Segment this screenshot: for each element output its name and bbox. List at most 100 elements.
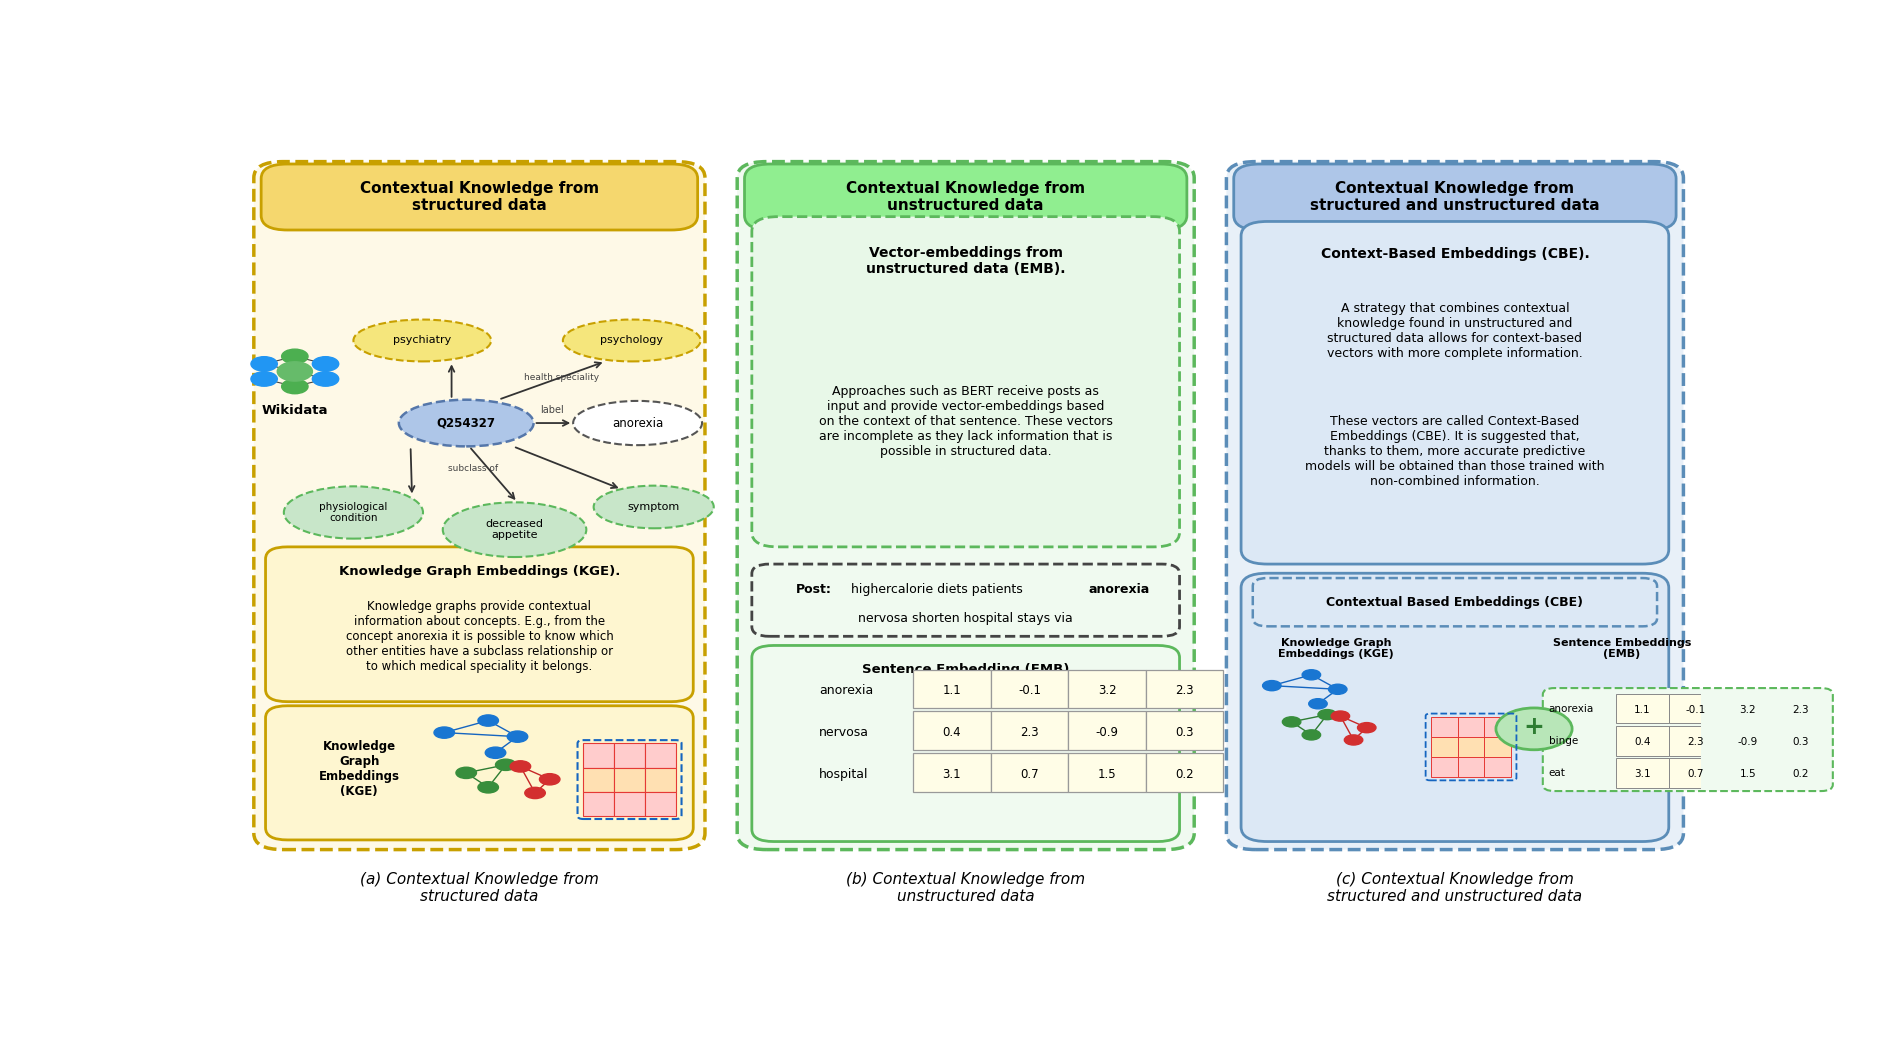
Bar xyxy=(1145,670,1222,709)
Text: 1.5: 1.5 xyxy=(1738,769,1755,780)
Circle shape xyxy=(455,767,476,779)
Text: decreased
appetite: decreased appetite xyxy=(485,519,544,540)
Text: 2.3: 2.3 xyxy=(1687,737,1702,747)
Text: psychiatry: psychiatry xyxy=(393,335,451,346)
Circle shape xyxy=(281,379,308,394)
Bar xyxy=(912,712,990,750)
Bar xyxy=(1483,757,1509,777)
Text: Knowledge
Graph
Embeddings
(KGE): Knowledge Graph Embeddings (KGE) xyxy=(319,740,400,797)
Circle shape xyxy=(1343,735,1362,745)
FancyBboxPatch shape xyxy=(744,164,1186,230)
Ellipse shape xyxy=(442,503,586,557)
FancyBboxPatch shape xyxy=(752,646,1179,841)
Text: 3.2: 3.2 xyxy=(1738,705,1755,715)
Bar xyxy=(614,743,644,767)
Bar xyxy=(1067,670,1145,709)
Bar xyxy=(912,670,990,709)
Circle shape xyxy=(495,759,516,770)
Circle shape xyxy=(434,727,453,738)
FancyBboxPatch shape xyxy=(1226,162,1683,850)
Text: -0.1: -0.1 xyxy=(1685,705,1704,715)
Bar xyxy=(1456,717,1483,737)
Text: Contextual Knowledge from
unstructured data: Contextual Knowledge from unstructured d… xyxy=(846,181,1084,213)
Text: 0.4: 0.4 xyxy=(1634,737,1649,747)
Text: 3.2: 3.2 xyxy=(1098,684,1116,697)
Circle shape xyxy=(1307,699,1326,709)
Bar xyxy=(1774,726,1827,756)
Text: (c) Contextual Knowledge from
structured and unstructured data: (c) Contextual Knowledge from structured… xyxy=(1326,872,1581,904)
Ellipse shape xyxy=(593,486,714,529)
Bar xyxy=(990,753,1067,792)
Circle shape xyxy=(1262,680,1281,691)
Text: Wikidata: Wikidata xyxy=(261,403,329,417)
Circle shape xyxy=(312,356,338,371)
Bar xyxy=(1456,737,1483,757)
Text: Contextual Knowledge from
structured data: Contextual Knowledge from structured dat… xyxy=(359,181,599,213)
FancyBboxPatch shape xyxy=(1541,688,1832,791)
Bar xyxy=(1483,717,1509,737)
Bar xyxy=(1668,726,1721,756)
Text: 2.3: 2.3 xyxy=(1020,726,1039,739)
Circle shape xyxy=(485,747,506,759)
Circle shape xyxy=(1356,722,1375,733)
Text: hospital: hospital xyxy=(818,768,869,781)
Bar xyxy=(614,792,644,816)
Text: anorexia: anorexia xyxy=(818,684,873,697)
Circle shape xyxy=(1302,729,1320,740)
Bar xyxy=(1145,712,1222,750)
Bar xyxy=(990,712,1067,750)
Circle shape xyxy=(1328,684,1347,694)
Text: -0.9: -0.9 xyxy=(1096,726,1118,739)
Bar xyxy=(644,792,676,816)
Bar xyxy=(1430,757,1456,777)
FancyBboxPatch shape xyxy=(1241,222,1668,564)
Circle shape xyxy=(1496,707,1572,749)
Ellipse shape xyxy=(572,401,701,445)
Bar xyxy=(1774,694,1827,723)
Circle shape xyxy=(251,356,278,371)
Bar xyxy=(1145,753,1222,792)
Circle shape xyxy=(278,362,312,381)
Circle shape xyxy=(510,761,531,772)
Text: subclass of: subclass of xyxy=(448,464,499,472)
Text: Contextual Based Embeddings (CBE): Contextual Based Embeddings (CBE) xyxy=(1326,596,1583,608)
Text: +: + xyxy=(1523,715,1543,739)
Circle shape xyxy=(1302,670,1320,680)
Text: Post:: Post: xyxy=(795,583,831,596)
Bar xyxy=(1774,758,1827,788)
Text: anorexia: anorexia xyxy=(1547,704,1592,714)
Circle shape xyxy=(506,732,527,742)
Bar xyxy=(1067,753,1145,792)
Text: Knowledge graphs provide contextual
information about concepts. E.g., from the
c: Knowledge graphs provide contextual info… xyxy=(346,600,612,673)
Bar xyxy=(1615,726,1668,756)
Circle shape xyxy=(1330,711,1349,721)
Text: -0.9: -0.9 xyxy=(1736,737,1757,747)
Text: 3.1: 3.1 xyxy=(943,768,962,781)
FancyBboxPatch shape xyxy=(264,547,693,701)
Circle shape xyxy=(312,372,338,387)
Text: binge: binge xyxy=(1547,736,1577,746)
Text: Vector-embeddings from
unstructured data (EMB).: Vector-embeddings from unstructured data… xyxy=(865,246,1065,276)
Text: 1.1: 1.1 xyxy=(1634,705,1649,715)
Bar xyxy=(1721,694,1774,723)
Text: 2.3: 2.3 xyxy=(1175,684,1194,697)
Circle shape xyxy=(251,372,278,387)
Bar xyxy=(1456,757,1483,777)
Bar xyxy=(1067,712,1145,750)
Bar xyxy=(1668,758,1721,788)
FancyBboxPatch shape xyxy=(1241,574,1668,841)
Ellipse shape xyxy=(283,486,423,538)
Bar xyxy=(584,743,614,767)
Text: Knowledge Graph Embeddings (KGE).: Knowledge Graph Embeddings (KGE). xyxy=(338,564,620,578)
Ellipse shape xyxy=(353,320,491,362)
Text: 0.2: 0.2 xyxy=(1791,769,1808,780)
Text: anorexia: anorexia xyxy=(612,417,663,429)
Text: 3.1: 3.1 xyxy=(1634,769,1649,780)
Text: eat: eat xyxy=(1547,768,1564,779)
Bar xyxy=(990,670,1067,709)
Text: 1.1: 1.1 xyxy=(943,684,962,697)
Text: Sentence Embeddings
(EMB): Sentence Embeddings (EMB) xyxy=(1553,637,1691,659)
Text: nervosa shorten hospital stays via: nervosa shorten hospital stays via xyxy=(858,611,1073,625)
Text: Q254327: Q254327 xyxy=(436,417,495,429)
Text: Approaches such as BERT receive posts as
input and provide vector-embeddings bas: Approaches such as BERT receive posts as… xyxy=(818,385,1113,458)
